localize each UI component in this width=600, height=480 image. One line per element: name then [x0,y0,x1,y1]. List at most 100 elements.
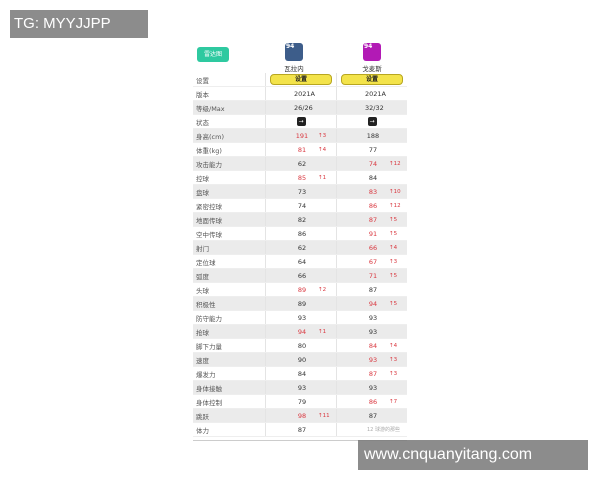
stat-increase: ↑7 [389,398,398,405]
player-2-cell: 74 ↑12 [336,157,407,170]
row-label: 速度 [196,356,209,365]
table-row: 体力 87 12 球游的那些 [193,423,407,437]
player-1-cell: 79 [265,395,336,408]
stat-value: 85 [297,173,307,182]
stat-value: 62 [297,243,307,252]
player-2-cell: → [336,115,407,128]
table-row: 脚下力量 80 84 ↑4 [193,339,407,353]
player-1-cell: 66 [265,269,336,282]
table-row: 设置 设置 设置 [193,73,407,87]
row-label: 射门 [196,244,209,253]
stat-value: 66 [297,271,307,280]
stat-value: 84 [297,369,307,378]
stat-increase: ↑2 [318,286,327,293]
player-2-cell: 87 ↑5 [336,213,407,226]
player-2-cell: 12 球游的那些 [336,423,407,436]
player-1-cell: 2021A [265,87,336,100]
stat-value: 2021A [294,89,315,98]
row-label: 脚下力量 [196,342,222,351]
row-label: 设置 [196,76,209,85]
stat-value: 86 [368,201,378,210]
player-1-cell: 89 ↑2 [265,283,336,296]
player-2-cell: 188 [336,129,407,142]
row-label: 状态 [196,118,209,127]
stat-value: 77 [368,145,378,154]
player-1-cell: 89 [265,297,336,310]
wechat-watermark: 12 球游的那些 [367,427,400,433]
table-row: 等级/Max 26/26 32/32 [193,101,407,115]
player-name: 瓦拉内 [284,65,304,73]
table-row: 身体接触 93 93 [193,381,407,395]
row-label: 身高(cm) [196,132,224,141]
stat-value: 86 [368,397,378,406]
player-2-cell: 77 [336,143,407,156]
player-1[interactable]: 94 瓦拉内 [264,43,324,73]
player-1-cell: 93 [265,311,336,324]
table-row: 防守能力 93 93 [193,311,407,325]
row-label: 紧密控球 [196,202,222,211]
row-label: 防守能力 [196,314,222,323]
stat-value: 32/32 [365,103,384,112]
stat-increase: ↑3 [318,132,327,139]
player-2[interactable]: 94 戈麦斯 [342,43,402,73]
table-row: 地面传球 82 87 ↑5 [193,213,407,227]
player-1-cell: 设置 [265,73,336,86]
player-2-cell: 93 ↑3 [336,353,407,366]
table-row: 盘球 73 83 ↑10 [193,185,407,199]
table-row: 身高(cm) 191 ↑3 188 [193,129,407,143]
row-label: 空中传球 [196,230,222,239]
stat-value: 91 [368,229,378,238]
player-1-cell: 80 [265,339,336,352]
stat-value: 87 [297,425,307,434]
player-2-cell: 87 ↑3 [336,367,407,380]
player-2-cell: 93 [336,311,407,324]
table-row: 攻击能力 62 74 ↑12 [193,157,407,171]
settings-button[interactable]: 设置 [270,74,332,85]
player-2-cell: 66 ↑4 [336,241,407,254]
settings-button[interactable]: 设置 [341,74,403,85]
table-row: 控球 85 ↑1 84 [193,171,407,185]
player-2-cell: 32/32 [336,101,407,114]
radar-chart-button[interactable]: 雷达图 [197,47,229,62]
stats-table: 设置 设置 设置 版本 2021A 2021A 等级/Max 26/26 32/32 状态 → → 身高… [193,73,407,437]
player-2-cell: 94 ↑5 [336,297,407,310]
stat-value: 188 [366,131,380,140]
status-arrow-icon[interactable]: → [296,117,306,126]
stat-increase: ↑3 [389,356,398,363]
table-row: 体重(kg) 81 ↑4 77 [193,143,407,157]
table-row: 状态 → → [193,115,407,129]
player-2-cell: 67 ↑3 [336,255,407,268]
player-name: 戈麦斯 [362,65,382,73]
player-2-cell: 2021A [336,87,407,100]
status-arrow-icon[interactable]: → [367,117,377,126]
player-2-cell: 71 ↑5 [336,269,407,282]
player-1-cell: 90 [265,353,336,366]
stat-increase: ↑1 [318,328,327,335]
table-row: 射门 62 66 ↑4 [193,241,407,255]
row-label: 版本 [196,90,209,99]
player-1-cell: 62 [265,157,336,170]
player-avatar[interactable]: 94 [363,43,381,61]
player-2-cell: 93 [336,381,407,394]
player-1-cell: 62 [265,241,336,254]
row-label: 跳跃 [196,412,209,421]
player-1-cell: 74 [265,199,336,212]
table-row: 身体控制 79 86 ↑7 [193,395,407,409]
table-row: 头球 89 ↑2 87 [193,283,407,297]
player-2-cell: 87 [336,409,407,422]
stat-value: 94 [368,299,378,308]
row-label: 爆发力 [196,370,216,379]
stat-increase: ↑10 [389,188,401,195]
table-row: 紧密控球 74 86 ↑12 [193,199,407,213]
player-2-cell: 84 [336,171,407,184]
row-label: 积极性 [196,300,216,309]
player-2-cell: 86 ↑7 [336,395,407,408]
stat-value: 87 [368,285,378,294]
table-row: 版本 2021A 2021A [193,87,407,101]
player-1-cell: 94 ↑1 [265,325,336,338]
stat-value: 93 [368,313,378,322]
stat-value: 82 [297,215,307,224]
table-row: 积极性 89 94 ↑5 [193,297,407,311]
player-avatar[interactable]: 94 [285,43,303,61]
stat-increase: ↑3 [389,258,398,265]
